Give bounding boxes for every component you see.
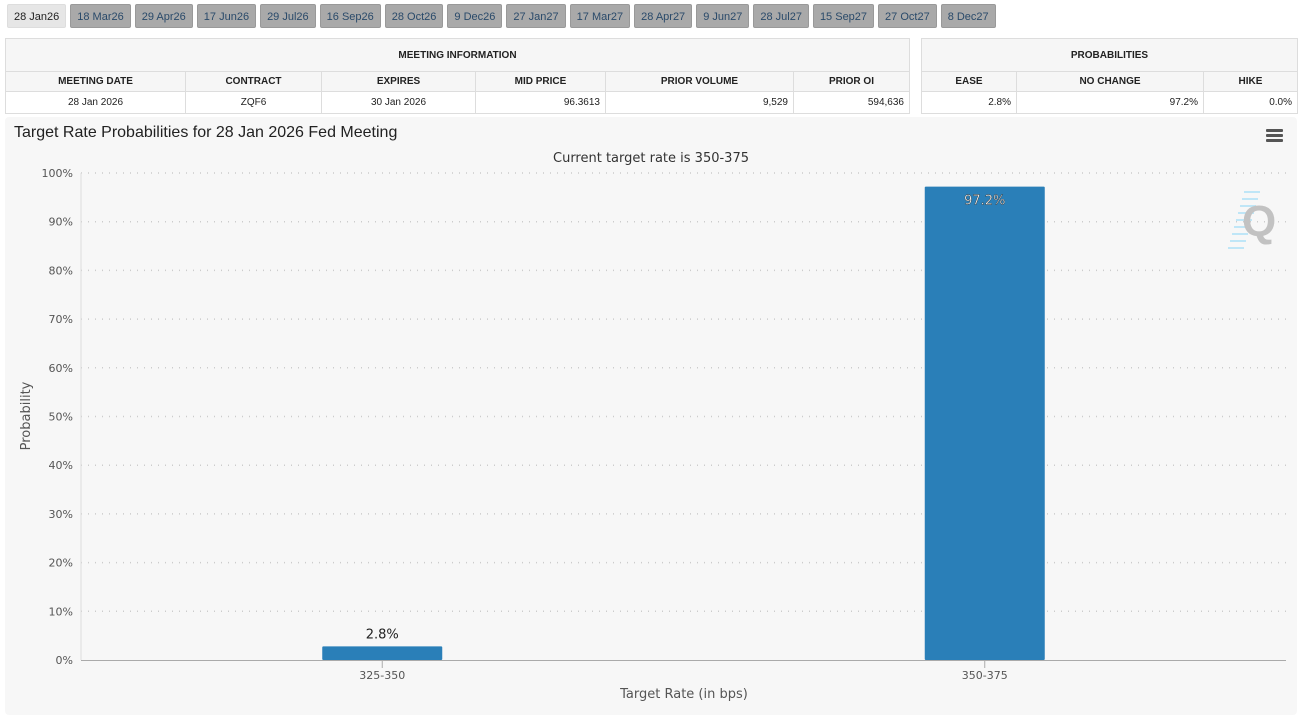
meeting-info-title: MEETING INFORMATION	[5, 38, 910, 72]
chart-subtitle: Current target rate is 350-375	[553, 151, 749, 166]
mid-price: 96.3613	[475, 91, 606, 114]
y-tick-label: 50%	[49, 411, 73, 424]
y-tick-label: 30%	[49, 508, 73, 521]
col-no-change: NO CHANGE	[1016, 71, 1204, 92]
tab-27-jan27[interactable]: 27 Jan27	[506, 4, 566, 28]
probabilities-table: PROBABILITIES EASE NO CHANGE HIKE 2.8% 9…	[921, 38, 1298, 114]
y-tick-label: 10%	[49, 605, 73, 618]
q-logo-icon: Q	[1242, 197, 1276, 246]
probabilities-title: PROBABILITIES	[921, 38, 1298, 72]
ease-value: 2.8%	[921, 91, 1017, 114]
y-tick-label: 90%	[49, 216, 73, 229]
x-tick-label: 325-350	[359, 669, 405, 682]
tab-9-jun27[interactable]: 9 Jun27	[696, 4, 750, 28]
data-label: 2.8%	[366, 627, 399, 642]
y-tick-label: 100%	[42, 167, 73, 180]
y-tick-label: 70%	[49, 313, 73, 326]
tab-28-apr27[interactable]: 28 Apr27	[634, 4, 693, 28]
col-prior-oi: PRIOR OI	[793, 71, 910, 92]
bar-350-375	[924, 186, 1045, 661]
hike-value: 0.0%	[1203, 91, 1298, 114]
col-ease: EASE	[921, 71, 1017, 92]
tab-29-jul26[interactable]: 29 Jul26	[260, 4, 316, 28]
y-axis-title: Probability	[19, 381, 34, 450]
tab-28-oct26[interactable]: 28 Oct26	[384, 4, 444, 28]
y-tick-label: 20%	[49, 557, 73, 570]
prior-oi: 594,636	[793, 91, 910, 114]
tab-15-sep27[interactable]: 15 Sep27	[812, 4, 875, 28]
tab-27-oct27[interactable]: 27 Oct27	[878, 4, 937, 28]
meeting-tabs: 28 Jan26 18 Mar26 29 Apr26 17 Jun26 29 Jul26…	[7, 4, 996, 28]
col-meeting-date: MEETING DATE	[5, 71, 186, 92]
tab-28-jan26[interactable]: 28 Jan26	[7, 4, 67, 28]
tab-17-mar27[interactable]: 17 Mar27	[569, 4, 631, 28]
prior-volume: 9,529	[605, 91, 794, 114]
chart-title: Target Rate Probabilities for 28 Jan 202…	[14, 124, 398, 141]
x-axis-title: Target Rate (in bps)	[619, 687, 748, 702]
meeting-date: 28 Jan 2026	[5, 91, 186, 114]
tab-17-jun26[interactable]: 17 Jun26	[196, 4, 257, 28]
y-tick-label: 60%	[49, 362, 73, 375]
bar-325-350	[322, 646, 443, 660]
chart-panel: Target Rate Probabilities for 28 Jan 202…	[5, 117, 1297, 715]
y-tick-label: 80%	[49, 264, 73, 277]
tab-29-apr26[interactable]: 29 Apr26	[134, 4, 193, 28]
tab-18-mar26[interactable]: 18 Mar26	[70, 4, 131, 28]
x-tick-label: 350-375	[962, 669, 1008, 682]
meeting-information-table: MEETING INFORMATION MEETING DATE CONTRAC…	[5, 38, 910, 114]
y-tick-label: 0%	[56, 654, 73, 667]
hamburger-menu-icon[interactable]	[1266, 129, 1283, 144]
col-mid-price: MID PRICE	[475, 71, 606, 92]
data-label: 97.2%	[964, 194, 1005, 209]
tab-16-sep26[interactable]: 16 Sep26	[319, 4, 381, 28]
tab-28-jul27[interactable]: 28 Jul27	[753, 4, 809, 28]
tab-8-dec27[interactable]: 8 Dec27	[940, 4, 996, 28]
col-prior-volume: PRIOR VOLUME	[605, 71, 794, 92]
y-tick-label: 40%	[49, 459, 73, 472]
tab-9-dec26[interactable]: 9 Dec26	[447, 4, 503, 28]
col-contract: CONTRACT	[185, 71, 322, 92]
col-hike: HIKE	[1203, 71, 1298, 92]
col-expires: EXPIRES	[321, 71, 476, 92]
